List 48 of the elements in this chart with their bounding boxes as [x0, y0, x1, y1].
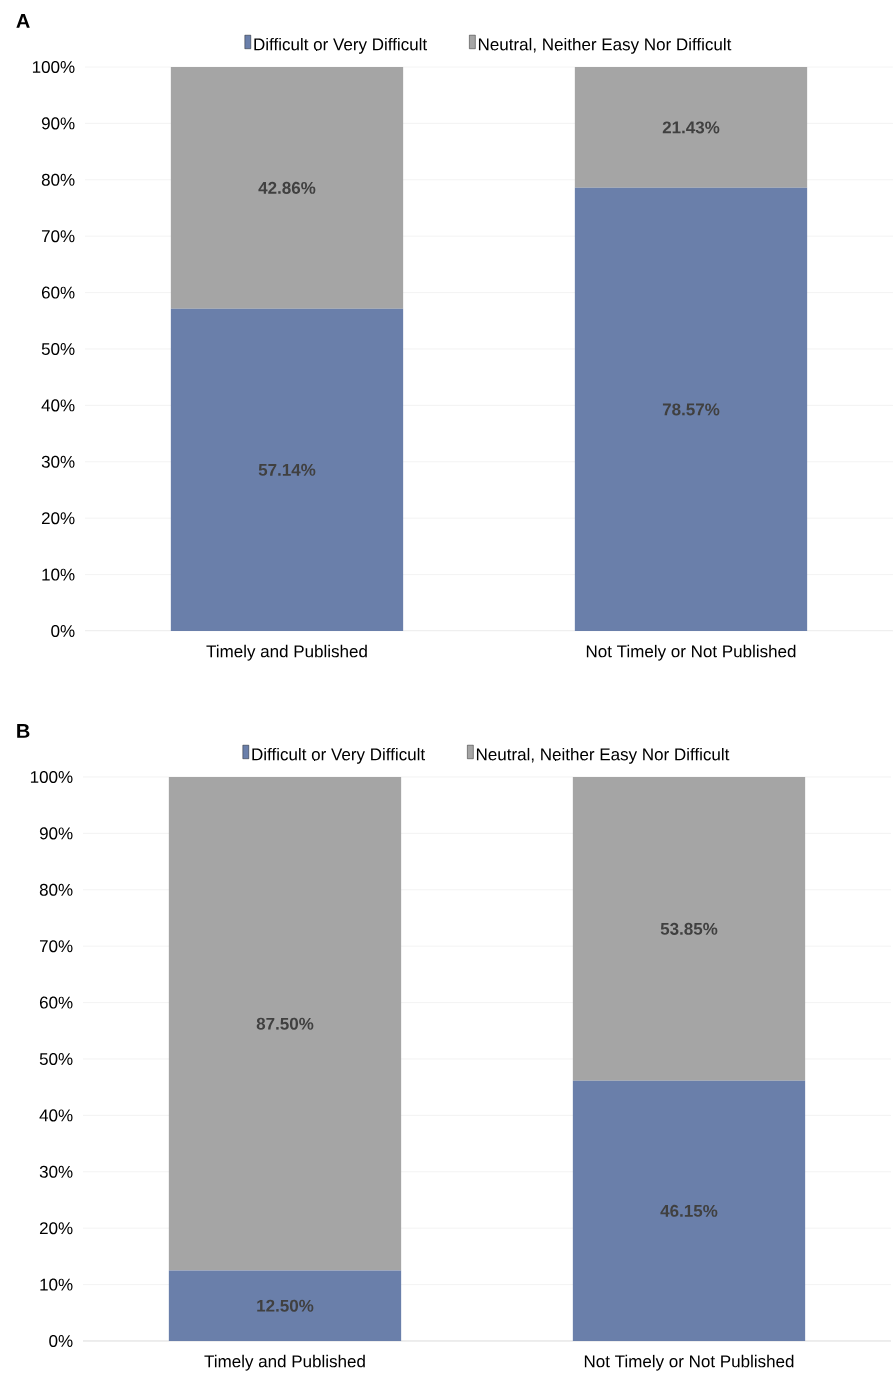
bar — [170, 308, 404, 631]
data-label: 87.50% — [256, 1017, 314, 1030]
bar — [574, 67, 808, 188]
y-tick-label: 70% — [39, 940, 73, 953]
y-tick-label: 90% — [39, 827, 73, 840]
y-tick-label: 80% — [41, 173, 75, 186]
x-tick-label: Not Timely or Not Published — [584, 1354, 794, 1371]
data-label: 12.50% — [257, 1299, 314, 1312]
chart-title: A — [16, 14, 30, 28]
y-tick-label: 20% — [41, 512, 75, 525]
y-tick-label: 90% — [41, 117, 75, 130]
x-tick-label: Timely and Published — [204, 1354, 365, 1371]
data-label: 46.15% — [660, 1204, 718, 1217]
bar — [168, 1270, 402, 1341]
y-tick-label: 10% — [42, 568, 75, 581]
bar — [572, 1080, 806, 1341]
y-tick-label: 60% — [39, 996, 73, 1009]
legend-label: Neutral, Neither Easy Nor Difficult — [476, 747, 730, 764]
y-tick-label: 50% — [41, 342, 75, 356]
x-tick-label: Timely and Published — [206, 644, 367, 661]
y-tick-label: 70% — [41, 230, 75, 243]
y-tick-label: 20% — [39, 1222, 73, 1235]
y-tick-label: 80% — [39, 883, 73, 896]
y-tick-label: 100% — [32, 60, 75, 74]
legend-label: Difficult or Very Difficult — [252, 747, 426, 764]
bar — [572, 776, 806, 1081]
y-tick-label: 100% — [30, 770, 73, 784]
data-label: 57.14% — [258, 463, 316, 476]
y-tick-label: 0% — [51, 624, 75, 638]
data-label: 42.86% — [258, 181, 316, 194]
y-tick-label: 40% — [39, 1109, 73, 1122]
legend-label: Difficult or Very Difficult — [254, 37, 428, 54]
y-tick-label: 30% — [39, 1165, 73, 1178]
x-tick-label: Not Timely or Not Published — [586, 644, 796, 661]
data-label: 53.85% — [660, 922, 718, 935]
y-tick-label: 0% — [49, 1334, 73, 1348]
data-label: 21.43% — [662, 121, 720, 134]
y-tick-label: 10% — [40, 1278, 73, 1291]
bar — [170, 67, 404, 309]
y-tick-label: 30% — [41, 455, 75, 468]
y-tick-label: 40% — [41, 399, 75, 412]
bar — [168, 776, 402, 1271]
y-tick-label: 50% — [39, 1052, 73, 1066]
data-label: 78.57% — [662, 403, 720, 416]
chart-title: B — [17, 724, 30, 738]
bar — [574, 187, 808, 631]
legend-label: Neutral, Neither Easy Nor Difficult — [478, 37, 732, 54]
y-tick-label: 60% — [41, 286, 75, 299]
